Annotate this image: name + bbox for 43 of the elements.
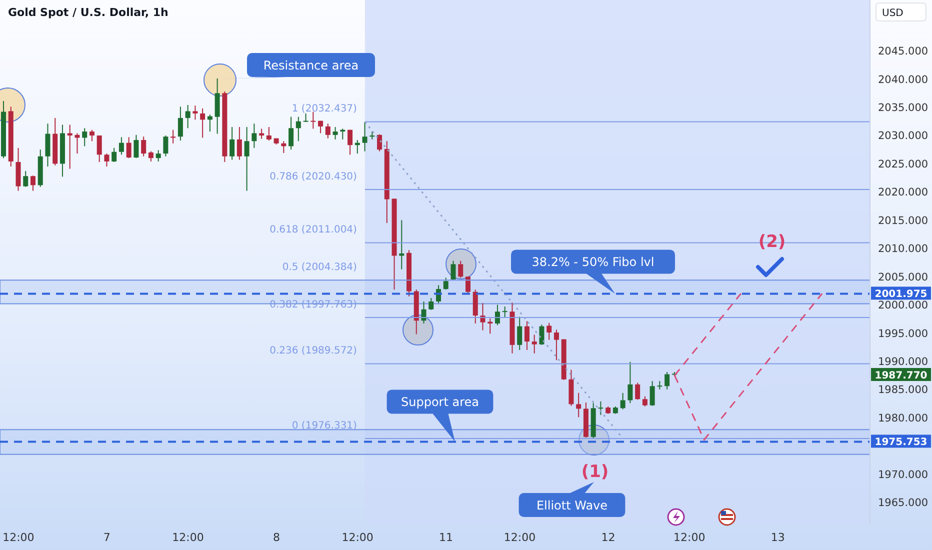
annotation: Resistance area xyxy=(263,58,359,72)
annotation: (2) xyxy=(758,232,786,252)
y-tick-label: 2025.000 xyxy=(878,158,928,170)
y-tick-label: 2035.000 xyxy=(878,102,928,114)
annotation: Elliott Wave xyxy=(536,498,608,512)
ref-line-label: 1 (2032.437) xyxy=(292,104,358,115)
ref-line-label: 0.618 (2011.004) xyxy=(270,224,358,236)
x-tick-label: 13 xyxy=(770,530,785,544)
y-tick-label: 2000.000 xyxy=(878,300,928,312)
y-tick-label: 2030.000 xyxy=(878,130,928,142)
x-tick-label: 7 xyxy=(103,530,110,544)
y-tick-label: 2020.000 xyxy=(878,186,928,199)
y-tick-label: 1965.000 xyxy=(878,497,928,510)
y-tick-label: 1970.000 xyxy=(878,468,928,481)
y-tick-label: 2045.000 xyxy=(878,46,928,58)
y-tick-label: 1990.000 xyxy=(878,356,928,368)
y-tick-label: 2040.000 xyxy=(878,74,928,86)
x-tick-label: 12:00 xyxy=(674,530,706,544)
x-tick-label: 12:00 xyxy=(172,530,204,544)
annotation: 38.2% - 50% Fibo lvl xyxy=(532,255,654,270)
text: 1987.770 xyxy=(874,370,928,382)
x-tick-label: 12:00 xyxy=(2,530,34,544)
y-tick-label: 1980.000 xyxy=(878,412,928,424)
y-tick-label: 1995.000 xyxy=(878,328,928,340)
annotation: (1) xyxy=(581,462,609,482)
x-tick-label: 12 xyxy=(601,530,616,544)
x-tick-label: 8 xyxy=(272,530,280,544)
ref-line-label: 0.786 (2020.430) xyxy=(270,172,358,183)
y-tick-label: 2010.000 xyxy=(878,243,928,256)
annotation: Support area xyxy=(400,395,480,410)
ref-line-label: 0.236 (1989.572) xyxy=(270,346,358,357)
ref-line-label: 1975.753 xyxy=(874,437,928,448)
ref-line-label: 2001.975 xyxy=(874,289,928,300)
ref-line-label: 0 (1976.331) xyxy=(292,420,358,432)
x-tick-label: 11 xyxy=(439,530,454,544)
y-tick-label: 2015.000 xyxy=(878,214,928,227)
y-tick-label: 2005.000 xyxy=(878,271,928,284)
x-tick-label: 12:00 xyxy=(504,530,536,544)
text: Gold Spot / U.S. Dollar, 1h xyxy=(8,6,168,19)
y-axis-title: USD xyxy=(882,8,904,19)
x-tick-label: 12:00 xyxy=(342,530,374,544)
y-tick-label: 1985.000 xyxy=(878,384,928,396)
ref-line-label: 0.5 (2004.384) xyxy=(282,262,358,274)
